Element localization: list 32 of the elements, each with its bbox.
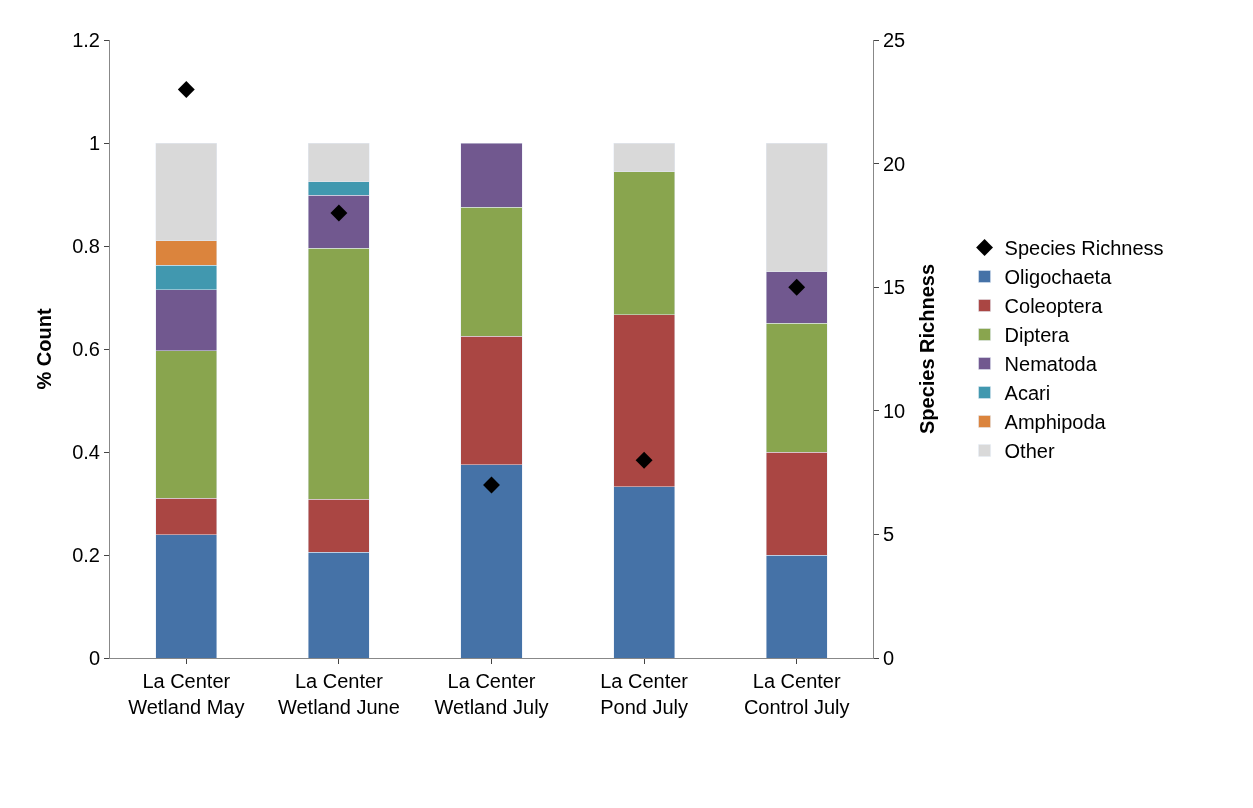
y2-tick-label: 25: [883, 29, 906, 51]
y2-tick-label: 15: [883, 276, 906, 299]
y2-tick-label: 0: [883, 647, 895, 669]
y-tick-label: 0.8: [72, 235, 100, 257]
legend-label: Species Richness: [1004, 237, 1164, 260]
y-axis-title: % Count: [32, 308, 55, 390]
y-tick-label: 0.2: [72, 544, 100, 566]
point: [635, 451, 653, 469]
legend-label: Amphipoda: [1004, 411, 1107, 434]
legend-label: Coleoptera: [1004, 295, 1104, 318]
point: [177, 80, 195, 98]
point: [483, 476, 500, 494]
y-tick-label: 0.4: [72, 441, 100, 463]
legend-label: Other: [1004, 440, 1055, 463]
x-tick-label: La Center Wetland July: [434, 670, 549, 718]
y2-tick-label: 20: [883, 152, 906, 175]
x-tick-label: La Center Wetland May: [128, 670, 245, 718]
x-tick-label: La Center Wetland June: [277, 670, 400, 718]
legend-label: Diptera: [1004, 324, 1070, 347]
legend-label: Nematoda: [1004, 353, 1098, 376]
point: [788, 278, 806, 296]
y-tick-label: 1.2: [72, 29, 100, 51]
x-tick-label: La Center Control July: [743, 670, 850, 718]
x-tick-label: La Center Pond July: [600, 670, 689, 718]
y-tick-label: 1: [88, 132, 100, 154]
y-tick-label: 0: [88, 647, 100, 669]
y2-tick-label: 10: [883, 399, 906, 422]
y2-axis-title: Species Richness: [915, 263, 938, 435]
y2-tick-label: 5: [883, 523, 895, 546]
legend-label: Oligochaeta: [1004, 266, 1113, 289]
legend-label: Acari: [1004, 382, 1051, 405]
y-tick-label: 0.6: [72, 338, 100, 360]
